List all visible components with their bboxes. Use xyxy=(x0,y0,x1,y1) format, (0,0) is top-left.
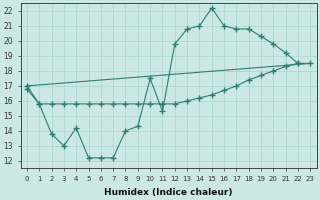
X-axis label: Humidex (Indice chaleur): Humidex (Indice chaleur) xyxy=(104,188,233,197)
